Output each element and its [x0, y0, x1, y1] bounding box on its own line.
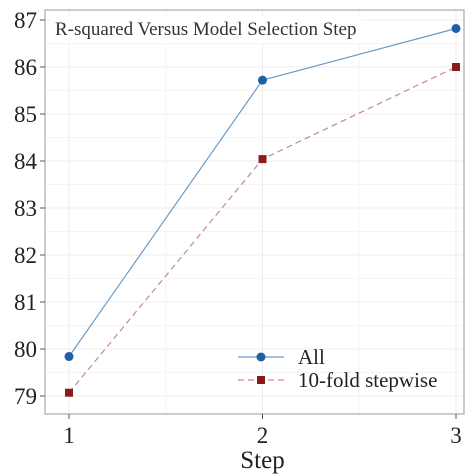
legend-label: All	[298, 345, 325, 369]
legend-item: 10-fold stepwise	[238, 368, 437, 392]
y-tick-label: 86	[14, 55, 37, 80]
legend-marker	[256, 352, 266, 362]
series-all	[64, 23, 461, 362]
gridlines	[45, 10, 464, 414]
legend-item: All	[238, 345, 325, 369]
data-point	[451, 23, 461, 33]
data-point	[65, 388, 73, 397]
series-10-fold-stepwise	[65, 63, 460, 397]
data-point	[258, 155, 267, 164]
plot-frame	[44, 9, 465, 415]
y-tick-label: 79	[14, 384, 37, 409]
y-tick-label: 87	[14, 8, 37, 33]
x-tick-label: 1	[63, 423, 75, 448]
x-tick-label: 3	[450, 423, 462, 448]
x-tick-label: 2	[257, 423, 269, 448]
y-tick-label: 80	[14, 337, 37, 362]
x-axis-label: Step	[240, 447, 284, 474]
data-point	[64, 352, 74, 362]
chart-title-background	[50, 16, 362, 43]
x-axis: 1 2 3	[63, 414, 462, 448]
chart-title-group: R-squared Versus Model Selection Step	[50, 16, 362, 43]
y-tick-label: 84	[14, 149, 38, 174]
y-tick-label: 82	[14, 243, 37, 268]
y-tick-label: 83	[14, 196, 37, 221]
series-layer	[64, 23, 461, 397]
chart-title: R-squared Versus Model Selection Step	[55, 19, 357, 40]
y-tick-label: 85	[14, 102, 37, 127]
legend-label: 10-fold stepwise	[298, 368, 437, 392]
data-point	[452, 63, 460, 71]
y-axis: 79 80 81 82 83 84 85 86 87	[14, 8, 45, 409]
data-point	[258, 75, 267, 85]
y-tick-label: 81	[14, 290, 37, 315]
legend-marker	[257, 376, 265, 384]
